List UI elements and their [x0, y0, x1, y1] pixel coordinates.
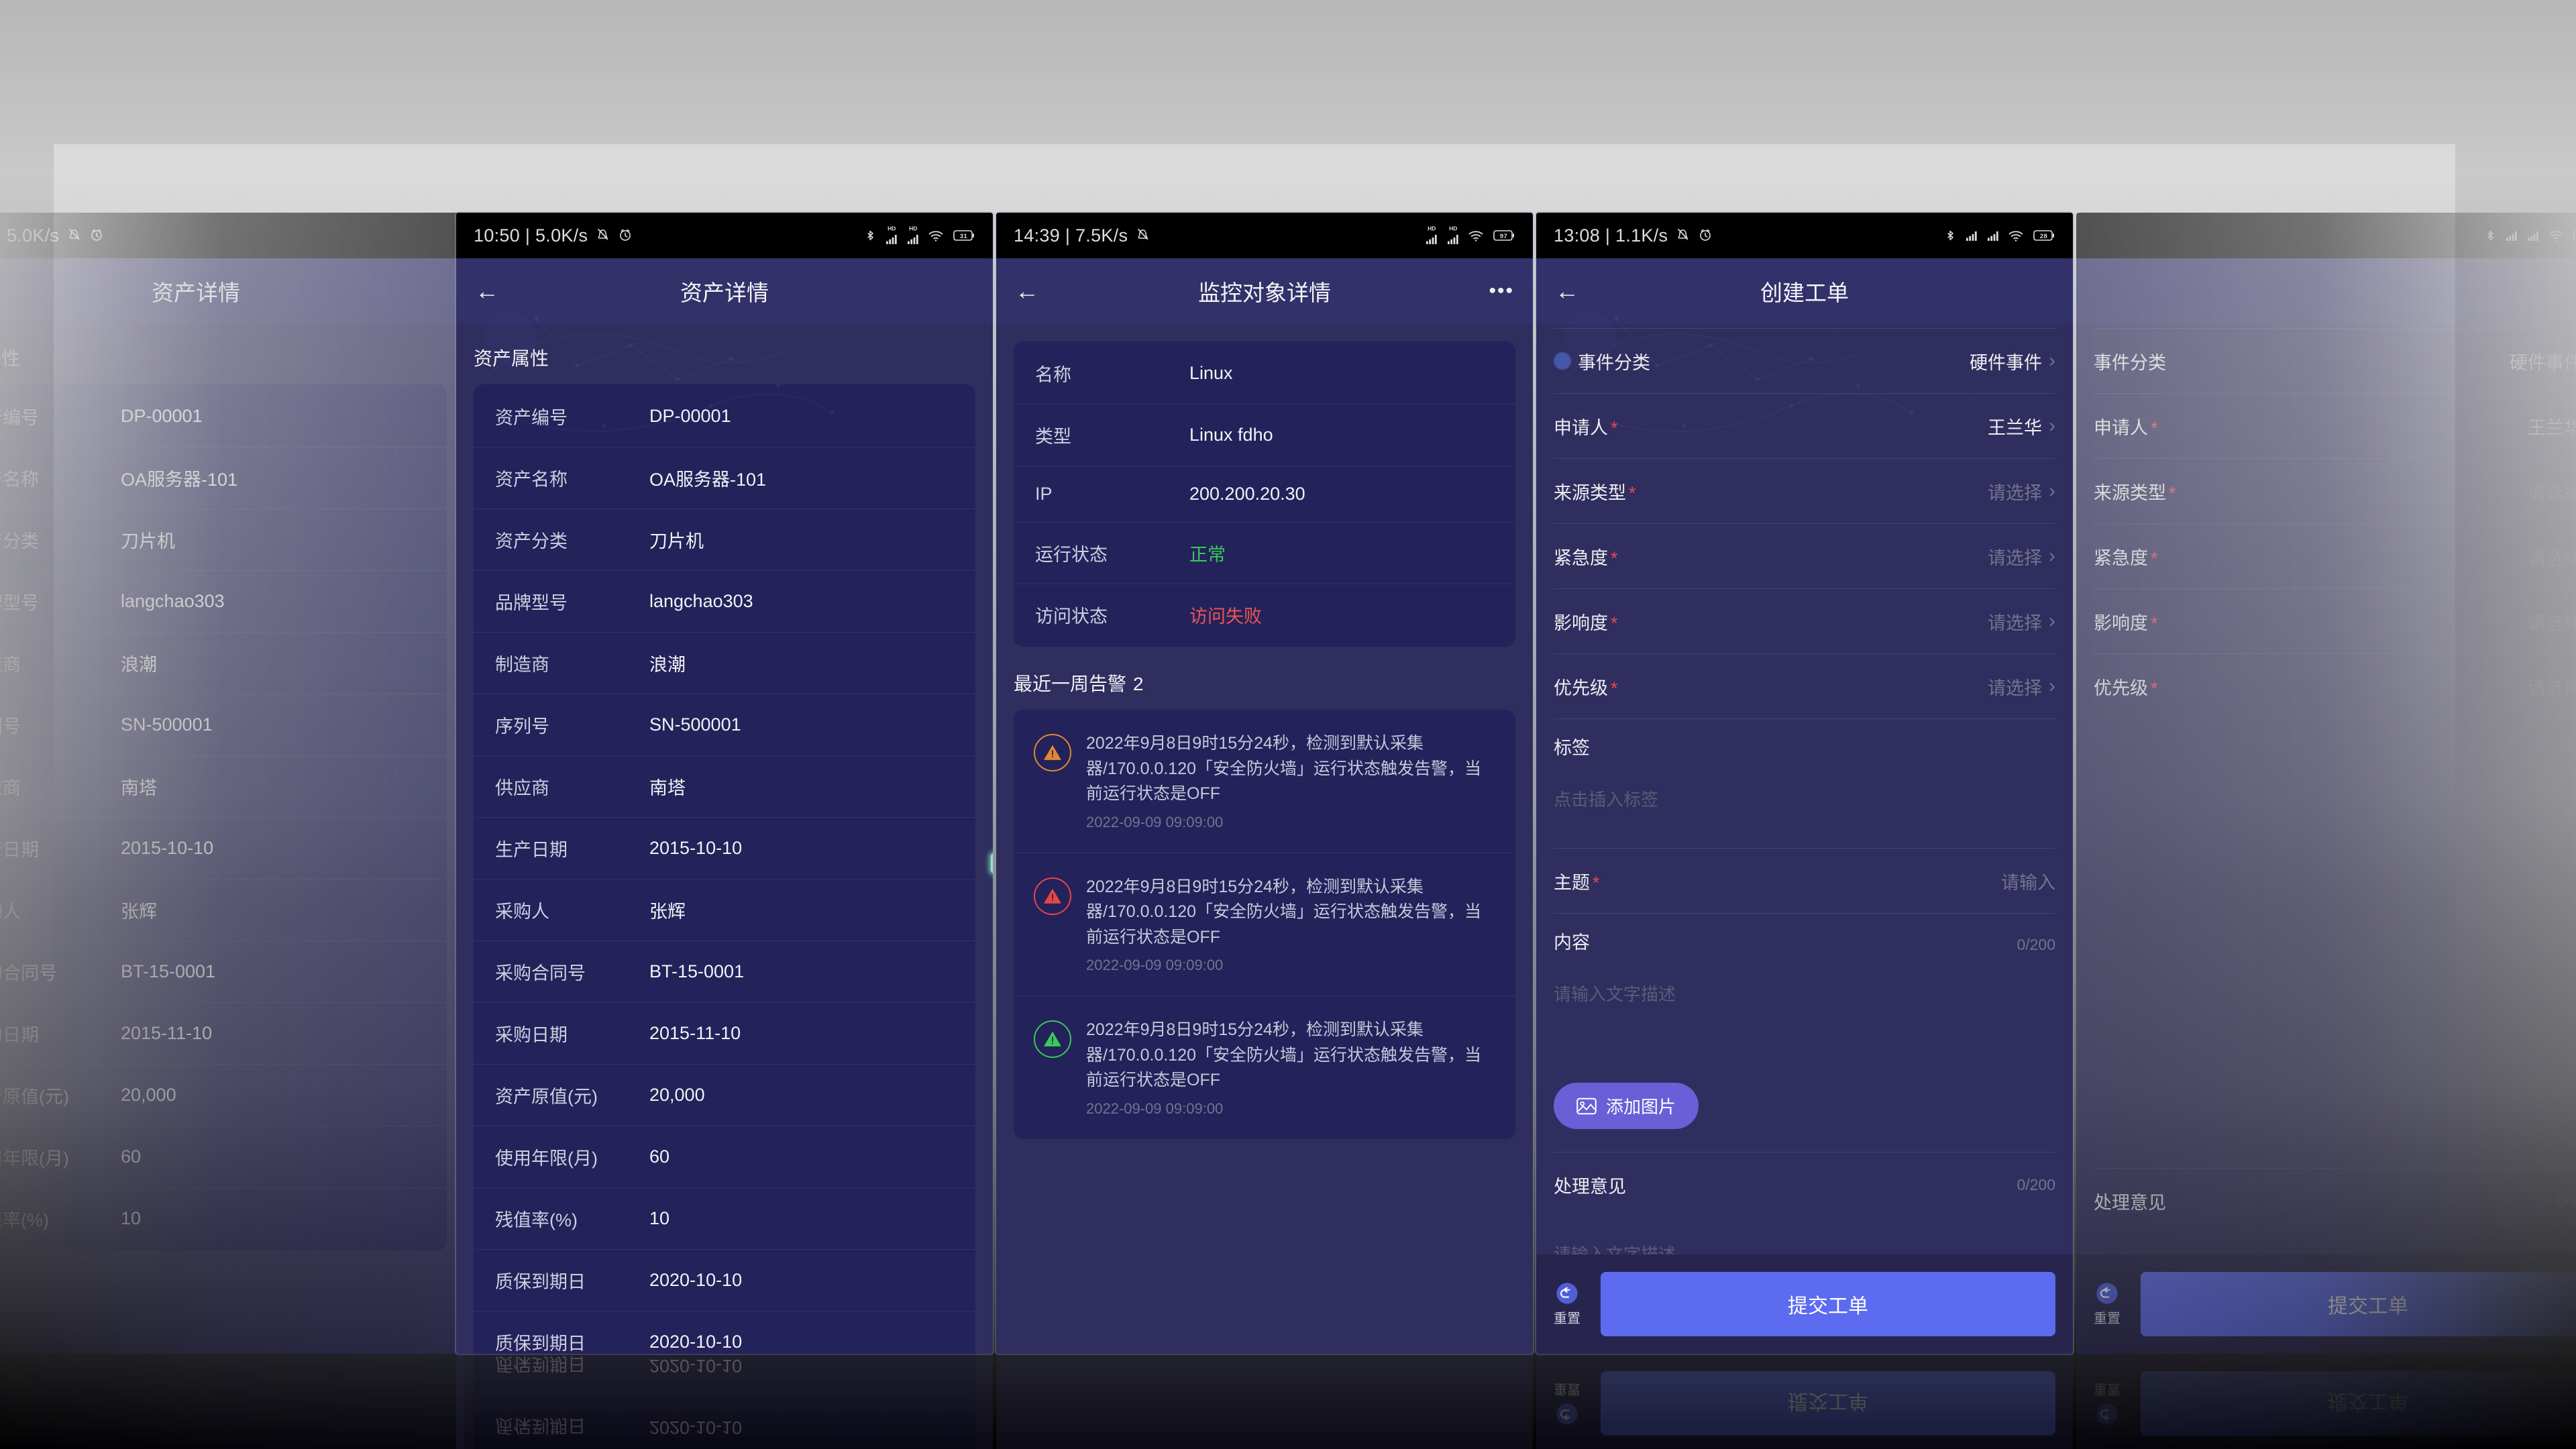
svg-text:31: 31 [960, 233, 968, 240]
svg-text:97: 97 [1500, 233, 1507, 240]
svg-text:28: 28 [2040, 233, 2047, 240]
